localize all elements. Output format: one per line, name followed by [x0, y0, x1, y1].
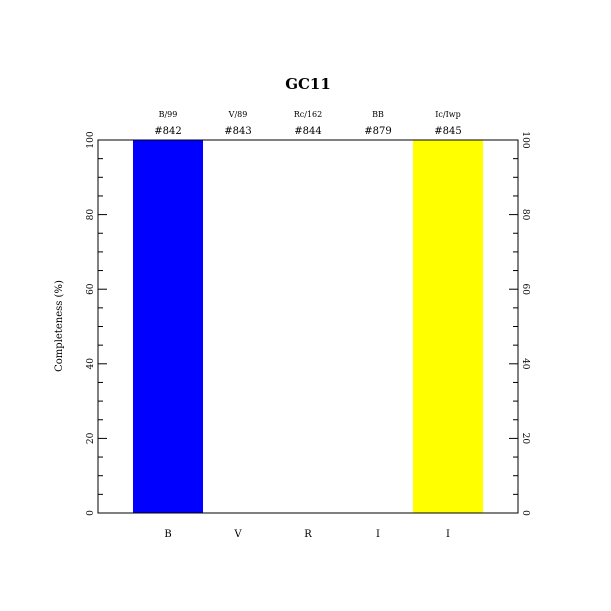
y-tick-label-left: 80: [86, 209, 96, 221]
y-tick-label-left: 0: [86, 510, 96, 516]
y-tick-label-left: 100: [86, 131, 96, 148]
y-tick-label-right: 60: [520, 283, 530, 295]
filter-label: B/99: [159, 110, 178, 119]
y-tick-label-left: 20: [86, 432, 96, 444]
y-tick-label-right: 100: [520, 131, 530, 148]
x-tick-label: V: [233, 529, 242, 540]
image-id-label: #842: [154, 126, 181, 137]
image-id-label: #843: [224, 126, 251, 137]
y-tick-label-left: 60: [86, 283, 96, 295]
y-tick-label-left: 40: [86, 358, 96, 370]
x-tick-label: B: [164, 529, 171, 540]
y-tick-label-right: 40: [520, 358, 530, 370]
y-tick-label-right: 80: [520, 209, 530, 221]
filter-label: Ic/Iwp: [435, 110, 460, 119]
x-tick-label: I: [376, 529, 380, 540]
bar-4: [413, 140, 483, 513]
image-id-label: #844: [294, 126, 321, 137]
filter-label: BB: [372, 110, 384, 119]
x-tick-label: I: [446, 529, 450, 540]
filter-label: V/89: [228, 110, 248, 119]
image-id-label: #845: [434, 126, 461, 137]
chart-title: GC11: [285, 75, 331, 93]
filter-label: Rc/162: [294, 110, 322, 119]
x-tick-label: R: [304, 529, 312, 540]
y-tick-label-right: 0: [520, 510, 530, 516]
y-tick-label-right: 20: [520, 433, 530, 445]
y-axis-label: Completeness (%): [54, 280, 65, 372]
image-id-label: #879: [364, 126, 391, 137]
bar-0: [133, 140, 203, 513]
